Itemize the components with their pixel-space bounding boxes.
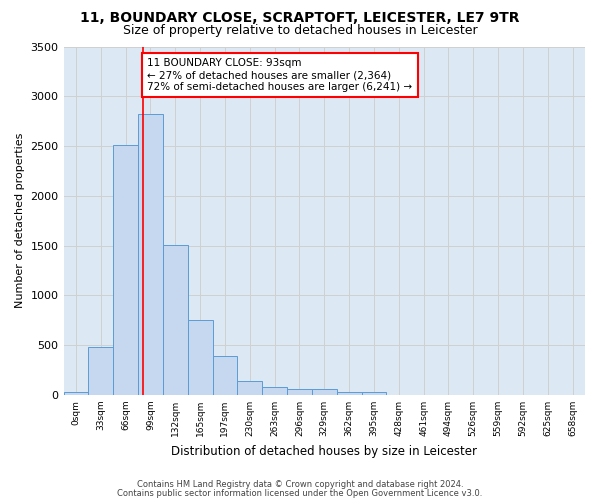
Bar bbox=[188, 320, 212, 395]
Bar bbox=[138, 114, 163, 395]
X-axis label: Distribution of detached houses by size in Leicester: Distribution of detached houses by size … bbox=[171, 444, 477, 458]
Bar bbox=[212, 356, 238, 395]
Y-axis label: Number of detached properties: Number of detached properties bbox=[15, 133, 25, 308]
Bar bbox=[238, 381, 262, 395]
Bar bbox=[337, 392, 362, 395]
Text: Contains public sector information licensed under the Open Government Licence v3: Contains public sector information licen… bbox=[118, 488, 482, 498]
Text: 11, BOUNDARY CLOSE, SCRAPTOFT, LEICESTER, LE7 9TR: 11, BOUNDARY CLOSE, SCRAPTOFT, LEICESTER… bbox=[80, 11, 520, 25]
Bar bbox=[362, 392, 386, 395]
Bar bbox=[312, 390, 337, 395]
Bar bbox=[88, 347, 113, 395]
Bar bbox=[262, 388, 287, 395]
Bar bbox=[64, 392, 88, 395]
Text: Contains HM Land Registry data © Crown copyright and database right 2024.: Contains HM Land Registry data © Crown c… bbox=[137, 480, 463, 489]
Bar bbox=[113, 145, 138, 395]
Text: 11 BOUNDARY CLOSE: 93sqm
← 27% of detached houses are smaller (2,364)
72% of sem: 11 BOUNDARY CLOSE: 93sqm ← 27% of detach… bbox=[147, 58, 412, 92]
Bar bbox=[287, 390, 312, 395]
Bar bbox=[163, 244, 188, 395]
Text: Size of property relative to detached houses in Leicester: Size of property relative to detached ho… bbox=[122, 24, 478, 37]
